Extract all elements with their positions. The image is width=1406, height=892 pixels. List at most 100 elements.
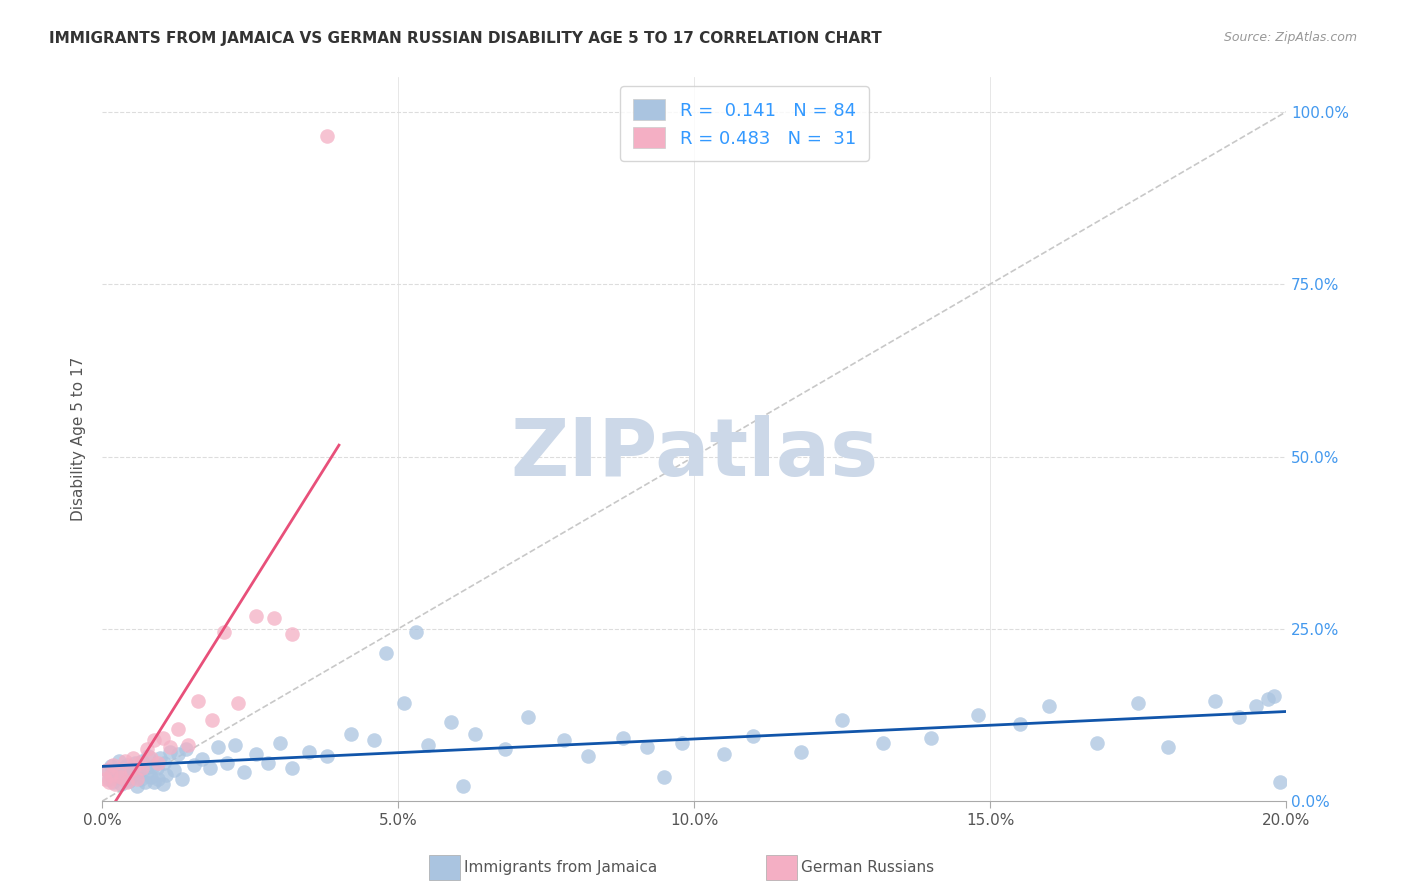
Point (340, 726, 363, 740)
Point (125, 772, 148, 786)
Point (120, 765, 142, 780)
Point (174, 742, 197, 756)
Point (198, 761, 221, 775)
Point (1008, 717, 1031, 731)
Point (143, 774, 166, 789)
Point (104, 765, 127, 780)
Point (122, 751, 145, 765)
Point (713, 747, 735, 762)
Point (405, 625, 427, 640)
Point (280, 761, 302, 775)
Point (148, 772, 170, 786)
Point (183, 758, 205, 772)
Point (1156, 740, 1178, 755)
Point (172, 772, 194, 786)
Point (131, 754, 153, 768)
Point (576, 749, 599, 764)
Point (163, 763, 186, 777)
Point (128, 763, 150, 777)
Y-axis label: Disability Age 5 to 17: Disability Age 5 to 17 (72, 357, 86, 522)
Point (115, 774, 138, 789)
Point (789, 744, 811, 758)
Point (98, 774, 121, 789)
Point (257, 756, 280, 771)
Text: IMMIGRANTS FROM JAMAICA VS GERMAN RUSSIAN DISABILITY AGE 5 TO 17 CORRELATION CHA: IMMIGRANTS FROM JAMAICA VS GERMAN RUSSIA… (49, 31, 882, 46)
Point (440, 714, 463, 729)
Point (96, 763, 118, 777)
Point (152, 777, 174, 791)
Point (742, 729, 765, 743)
Point (245, 747, 267, 762)
Point (128, 756, 150, 771)
Point (153, 756, 176, 771)
Point (122, 768, 145, 782)
Point (110, 770, 132, 784)
Point (129, 772, 152, 786)
Point (155, 768, 177, 782)
Point (100, 768, 122, 782)
Point (316, 128, 339, 143)
Point (1257, 692, 1279, 706)
Point (167, 747, 190, 762)
Point (298, 744, 321, 758)
Point (107, 754, 129, 768)
Point (1268, 774, 1291, 789)
Point (98, 772, 121, 786)
Point (187, 694, 209, 708)
Point (1085, 735, 1108, 749)
Point (233, 765, 256, 780)
Point (131, 761, 153, 775)
Point (494, 742, 516, 756)
Point (100, 759, 122, 773)
Point (148, 756, 170, 771)
Point (159, 744, 181, 758)
Point (1263, 690, 1285, 704)
Point (654, 770, 676, 784)
Text: German Russians: German Russians (801, 861, 935, 875)
Point (212, 625, 235, 640)
Text: Source: ZipAtlas.com: Source: ZipAtlas.com (1223, 31, 1357, 45)
Point (1126, 696, 1149, 710)
Point (190, 752, 212, 766)
Point (134, 774, 156, 789)
Point (145, 761, 167, 775)
Point (159, 740, 181, 755)
Point (125, 779, 148, 793)
Point (872, 735, 894, 749)
Point (392, 696, 415, 710)
Point (138, 749, 160, 764)
Point (149, 751, 172, 765)
Point (110, 777, 132, 791)
Point (967, 708, 990, 723)
Point (201, 713, 224, 727)
Point (101, 758, 124, 772)
Point (228, 696, 250, 710)
Point (215, 756, 238, 771)
Point (245, 609, 267, 624)
Point (269, 735, 291, 749)
Point (105, 770, 128, 784)
Point (517, 710, 540, 724)
Point (316, 749, 339, 764)
Point (1246, 699, 1268, 714)
Point (416, 738, 439, 752)
Point (1038, 699, 1060, 714)
Point (135, 765, 157, 780)
Point (124, 756, 146, 771)
Text: ZIPatlas: ZIPatlas (510, 415, 879, 492)
Point (143, 733, 166, 747)
Point (120, 763, 142, 777)
Point (636, 740, 658, 755)
Point (115, 758, 138, 772)
Point (94, 772, 117, 786)
Point (363, 733, 385, 747)
Point (114, 772, 136, 787)
Point (263, 611, 285, 625)
Point (118, 774, 141, 789)
Point (96, 763, 118, 777)
Point (671, 735, 693, 749)
Point (280, 627, 302, 641)
Point (224, 738, 246, 752)
Point (375, 646, 398, 660)
Text: Immigrants from Jamaica: Immigrants from Jamaica (464, 861, 657, 875)
